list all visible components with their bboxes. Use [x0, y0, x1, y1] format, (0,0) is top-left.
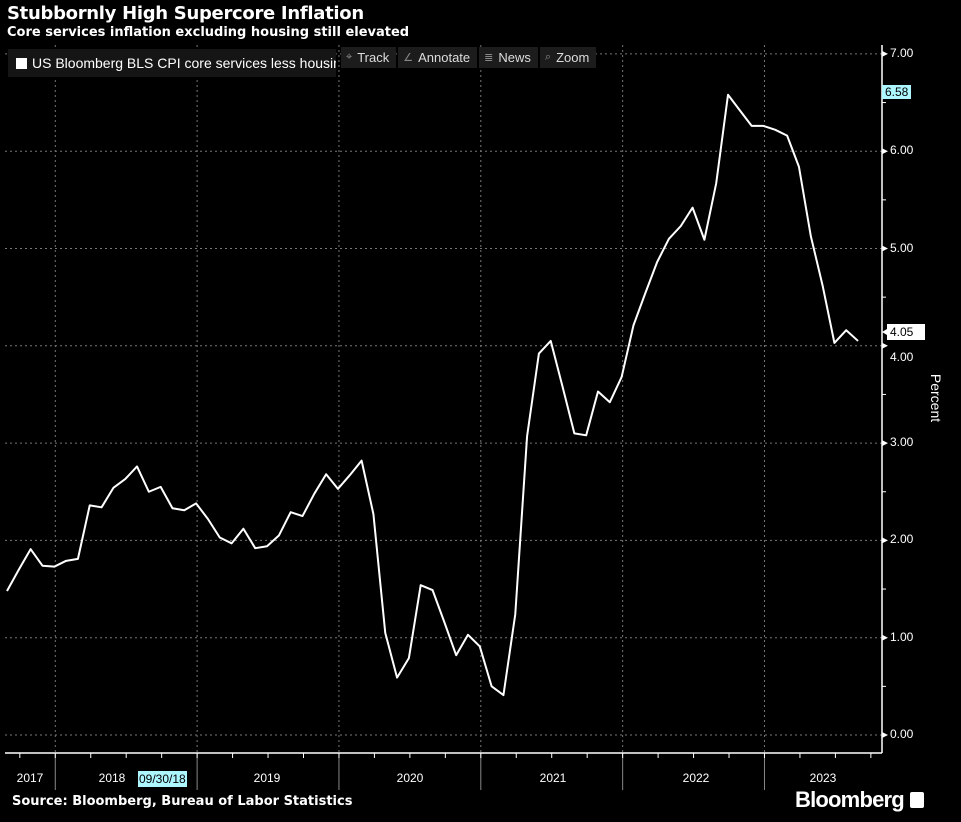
last-tag-pointer	[882, 329, 887, 335]
y-tick-label: 5.00	[890, 240, 914, 255]
track-button[interactable]: ⌖ Track	[341, 47, 397, 68]
x-tick-label: 2018	[98, 771, 126, 785]
y-tick-marker	[882, 537, 888, 544]
y-tick-marker	[882, 245, 888, 252]
track-label: Track	[357, 49, 390, 65]
series-line	[6, 93, 859, 697]
crosshair-icon: ⌖	[346, 50, 353, 63]
annotate-label: Annotate	[418, 49, 471, 65]
annotate-button[interactable]: ∠ Annotate	[398, 47, 478, 68]
chart-title: Stubbornly High Supercore Inflation	[7, 3, 364, 24]
y-axis-label: Percent	[928, 373, 945, 423]
brand-text: Bloomberg	[795, 787, 905, 812]
y-tick-marker	[882, 50, 888, 57]
news-button[interactable]: ≣ News	[479, 47, 538, 68]
hover-date-tag: 09/30/18	[138, 771, 187, 787]
y-tick-label: 3.00	[890, 435, 914, 450]
y-tick-label: 6.00	[890, 143, 914, 158]
y-tick-marker	[882, 634, 888, 641]
zoom-button[interactable]: ⌕ Zoom	[539, 47, 597, 68]
y-tick-label: 2.00	[890, 532, 914, 547]
news-icon: ≣	[484, 51, 494, 64]
chart-toolbar: ⌖ Track ∠ Annotate ≣ News ⌕ Zoom	[341, 47, 597, 68]
y-tick-marker	[882, 440, 888, 447]
last-value-tag: 4.05	[887, 324, 926, 340]
y-tick-marker	[882, 342, 888, 349]
y-tick-label: 1.00	[890, 629, 914, 644]
bloomberg-logo: Bloomberg	[795, 787, 924, 813]
x-tick-label: 2022	[682, 771, 710, 785]
x-tick-label: 2017	[16, 771, 44, 785]
y-tick-marker	[882, 148, 888, 155]
bloomberg-chart-icon	[909, 792, 924, 808]
y-tick-label: 7.00	[890, 45, 914, 60]
x-tick-label: 2023	[809, 771, 837, 785]
x-tick-label: 2021	[539, 771, 567, 785]
x-tick-label: 2019	[253, 771, 281, 785]
chart-subtitle: Core services inflation excluding housin…	[7, 25, 410, 40]
y-tick-label: 4.00	[890, 349, 914, 364]
high-value-tag: 6.58	[882, 85, 912, 99]
legend-swatch	[16, 57, 27, 69]
pencil-icon: ∠	[403, 51, 414, 64]
legend[interactable]: US Bloomberg BLS CPI core services less …	[8, 49, 336, 77]
legend-label: US Bloomberg BLS CPI core services less …	[32, 55, 336, 71]
y-tick-label: 0.00	[890, 727, 914, 741]
news-label: News	[498, 49, 531, 65]
y-tick-marker	[882, 732, 888, 738]
x-tick-label: 2020	[396, 771, 424, 785]
magnifier-icon: ⌕	[544, 50, 552, 63]
source-note: Source: Bloomberg, Bureau of Labor Stati…	[12, 794, 353, 809]
zoom-label: Zoom	[556, 49, 590, 65]
